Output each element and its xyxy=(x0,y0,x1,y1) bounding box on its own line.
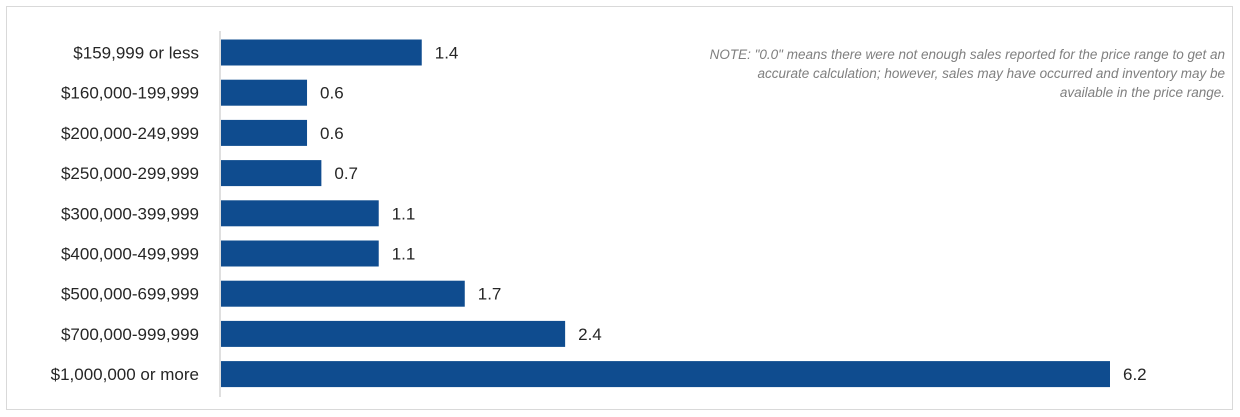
category-label: $700,000-999,999 xyxy=(61,325,199,344)
data-label: 0.7 xyxy=(334,164,358,183)
data-label: 1.7 xyxy=(478,285,502,304)
bar xyxy=(221,361,1110,388)
category-label: $1,000,000 or more xyxy=(51,365,199,384)
data-label: 6.2 xyxy=(1123,365,1147,384)
bars-layer: $159,999 or less 1.4 $160,000-199,999 0.6 $2… xyxy=(51,39,1147,388)
chart-frame xyxy=(6,6,1233,410)
bar xyxy=(221,280,465,307)
bar xyxy=(221,79,308,106)
category-label: $200,000-249,999 xyxy=(61,124,199,143)
chart-note: NOTE: "0.0" means there were not enough … xyxy=(709,47,1225,100)
category-label: $400,000-499,999 xyxy=(61,245,199,264)
data-label: 1.1 xyxy=(392,245,416,264)
data-label: 1.4 xyxy=(435,44,459,63)
category-label: $160,000-199,999 xyxy=(61,84,199,103)
bar xyxy=(221,119,308,146)
data-label: 0.6 xyxy=(320,84,344,103)
bar xyxy=(221,320,566,347)
category-label: $159,999 or less xyxy=(73,44,199,63)
data-label: 1.1 xyxy=(392,204,416,223)
category-label: $250,000-299,999 xyxy=(61,164,199,183)
data-label: 2.4 xyxy=(578,325,602,344)
bar xyxy=(221,39,422,66)
bar xyxy=(221,160,322,187)
category-label: $500,000-699,999 xyxy=(61,285,199,304)
bar xyxy=(221,200,379,227)
category-label: $300,000-399,999 xyxy=(61,204,199,223)
bar xyxy=(221,240,379,267)
data-label: 0.6 xyxy=(320,124,344,143)
